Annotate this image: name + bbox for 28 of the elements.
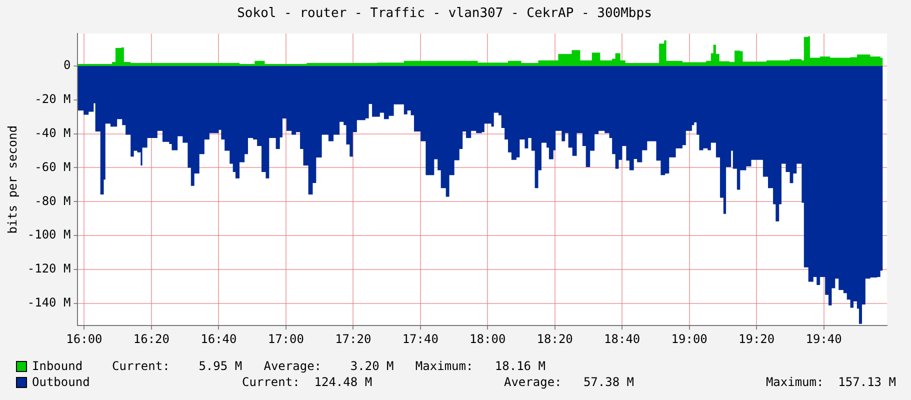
chart-title: Sokol - router - Traffic - vlan307 - CekrAP - 300Mbps <box>237 6 652 22</box>
y-tick-label: -120 M <box>27 262 71 276</box>
x-tick-label: 18:40 <box>604 332 640 346</box>
text: Maximum: 157.13 M <box>766 375 896 389</box>
y-axis-title: bits per second <box>5 125 20 234</box>
y-tick-label: -100 M <box>27 228 71 242</box>
x-tick-label: 19:00 <box>671 332 708 346</box>
legend-label: Inbound <box>32 359 84 373</box>
y-tick-label: 0 <box>64 58 71 72</box>
x-tick-label: 19:20 <box>738 332 775 346</box>
y-tick-label: -80 M <box>34 194 71 208</box>
y-tick-label: -20 M <box>34 92 71 106</box>
x-tick-label: 17:00 <box>268 332 304 346</box>
x-tick-label: 18:20 <box>536 332 573 346</box>
text: Average: 57.38 M <box>504 375 634 389</box>
x-tick-label: 16:00 <box>66 332 102 346</box>
x-tick-label: 16:40 <box>200 332 237 346</box>
x-tick-label: 19:40 <box>806 332 842 346</box>
y-tick-label: -140 M <box>27 296 71 310</box>
y-tick-label: -40 M <box>34 126 71 140</box>
text: Current: 124.48 M <box>242 375 372 389</box>
legend-label: Outbound <box>32 375 91 389</box>
y-tick-label: -60 M <box>34 160 71 174</box>
x-tick-label: 17:40 <box>402 332 438 346</box>
x-tick-label: 18:00 <box>470 332 506 346</box>
x-tick-label: 17:20 <box>335 332 372 346</box>
x-tick-label: 16:20 <box>133 332 170 346</box>
text: Current: 5.95 M Average: 3.20 M Maximum: 18.16 M <box>112 359 546 373</box>
